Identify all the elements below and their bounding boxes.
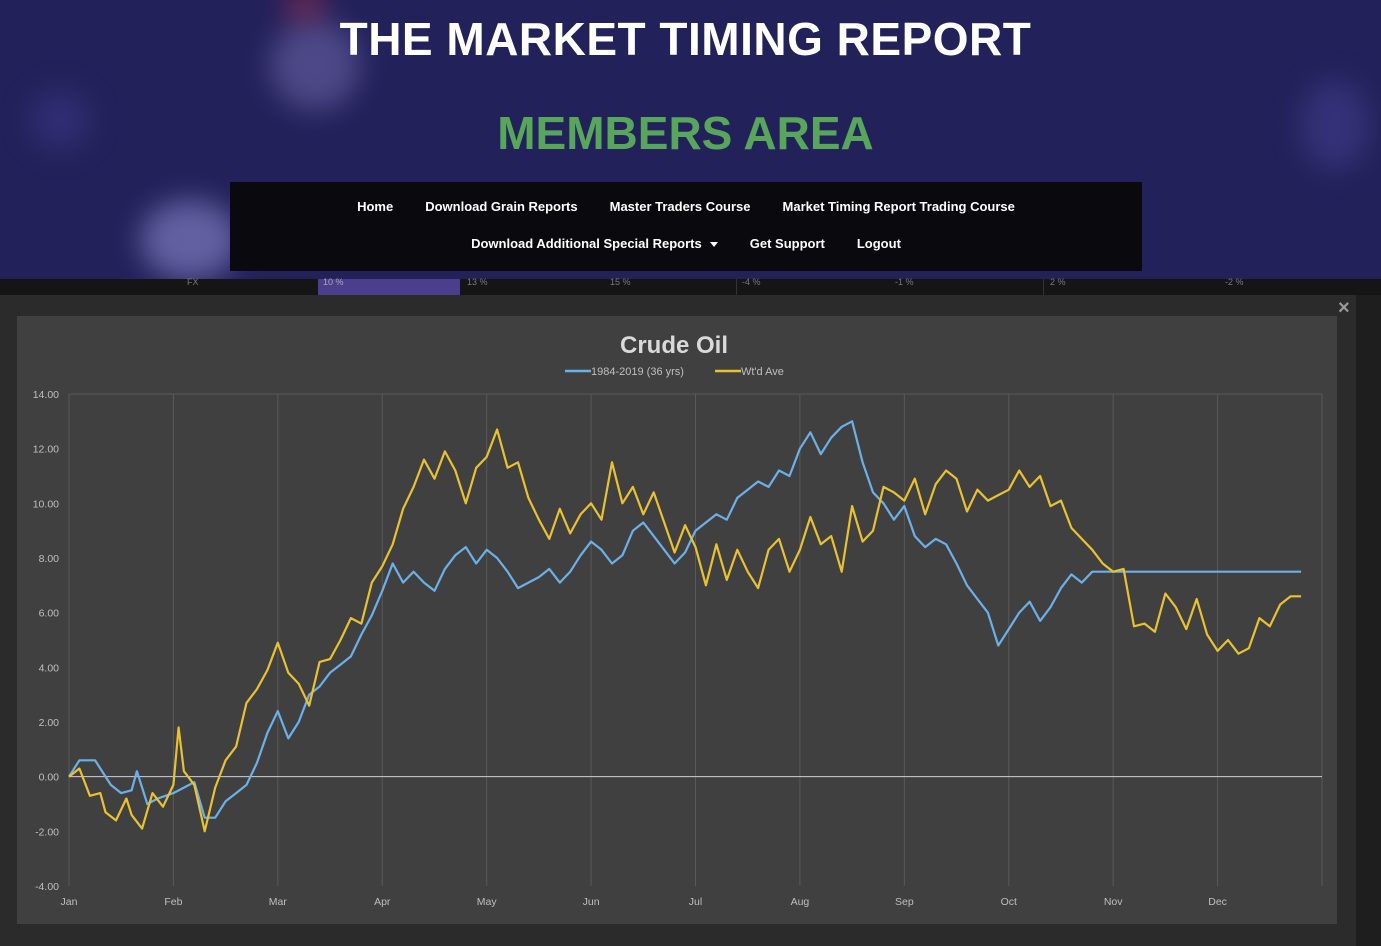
y-tick-label: 2.00	[39, 717, 60, 729]
x-tick-label: Aug	[791, 896, 810, 908]
y-tick-label: 10.00	[33, 498, 59, 510]
nav-master-traders-course[interactable]: Master Traders Course	[609, 199, 751, 214]
x-tick-label: May	[477, 896, 498, 908]
nav-market-timing-report-trading-course[interactable]: Market Timing Report Trading Course	[782, 199, 1015, 214]
crude-oil-chart: Crude Oil 1984-2019 (36 yrs) Wt'd Ave Jan Fe…	[33, 332, 1323, 908]
chart-panel: Crude Oil 1984-2019 (36 yrs) Wt'd Ave Jan Fe…	[17, 316, 1337, 924]
x-tick-label: Feb	[164, 896, 182, 908]
ticker-value: 13 %	[467, 277, 488, 287]
chevron-down-icon	[709, 242, 718, 248]
nav-row-primary: Home Download Grain Reports Master Trade…	[230, 199, 1142, 214]
nav-home[interactable]: Home	[357, 199, 394, 214]
x-tick-label: Jul	[689, 896, 702, 908]
nav-download-grain-reports[interactable]: Download Grain Reports	[425, 199, 578, 214]
nav-logout[interactable]: Logout	[856, 236, 901, 251]
legend-label: 1984-2019 (36 yrs)	[591, 366, 684, 378]
y-tick-label: 12.00	[33, 444, 59, 456]
y-tick-label: -4.00	[35, 881, 59, 893]
y-tick-label: 14.00	[33, 389, 59, 401]
background-page-edge	[1356, 295, 1381, 946]
hero-blur-decoration	[140, 200, 240, 279]
series-line-wtd-ave	[68, 428, 1302, 833]
hero-blur-decoration	[1300, 80, 1370, 170]
nav-get-support[interactable]: Get Support	[749, 236, 825, 251]
ticker-value: -1 %	[895, 277, 914, 287]
x-tick-label: Nov	[1104, 896, 1123, 908]
y-tick-label: 6.00	[39, 608, 60, 620]
x-tick-label: Jun	[583, 896, 600, 908]
legend-label: Wt'd Ave	[741, 366, 784, 378]
ticker-divider	[736, 279, 737, 295]
x-tick-label: Sep	[895, 896, 914, 908]
ticker-value: -2 %	[1225, 277, 1244, 287]
hero-blur-decoration	[30, 90, 90, 150]
nav-row-secondary: Download Additional Special Reports Get …	[230, 236, 1142, 251]
y-tick-label: 0.00	[39, 772, 60, 784]
ticker-highlight	[318, 279, 460, 295]
x-tick-label: Mar	[269, 896, 288, 908]
y-tick-label: 8.00	[39, 553, 60, 565]
chart-title: Crude Oil	[620, 332, 728, 359]
x-tick-label: Oct	[1001, 896, 1017, 908]
ticker-label: FX	[187, 277, 199, 287]
hero-banner: THE MARKET TIMING REPORT MEMBERS AREA Ho…	[0, 0, 1381, 279]
ticker-value: 10 %	[323, 277, 344, 287]
main-nav: Home Download Grain Reports Master Trade…	[230, 182, 1142, 271]
ticker-divider	[1043, 279, 1044, 295]
close-icon[interactable]: ×	[1338, 297, 1350, 319]
nav-download-additional-special-reports[interactable]: Download Additional Special Reports	[471, 236, 718, 251]
members-area-title: MEMBERS AREA	[497, 107, 874, 159]
ticker-strip: FX 10 % 13 % 15 % -4 % -1 % 2 % -2 %	[0, 277, 1381, 295]
nav-dropdown-label: Download Additional Special Reports	[471, 236, 702, 251]
ticker-value: -4 %	[742, 277, 761, 287]
ticker-value: 15 %	[610, 277, 631, 287]
site-title: THE MARKET TIMING REPORT	[339, 13, 1032, 65]
y-tick-label: -2.00	[35, 826, 59, 838]
y-tick-label: 4.00	[39, 662, 60, 674]
x-tick-label: Jan	[61, 896, 78, 908]
ticker-value: 2 %	[1050, 277, 1066, 287]
hero-blur-decoration	[270, 20, 360, 110]
series-line-1984-2019	[68, 420, 1302, 819]
x-tick-label: Dec	[1208, 896, 1227, 908]
hero-blur-decoration	[285, 0, 325, 20]
x-tick-label: Apr	[374, 896, 391, 908]
